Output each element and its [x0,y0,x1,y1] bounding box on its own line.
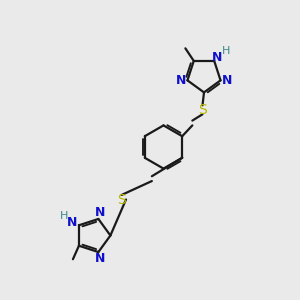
Text: S: S [117,193,126,206]
Text: N: N [95,252,105,265]
Text: H: H [221,46,230,56]
Text: N: N [95,206,105,219]
Text: N: N [67,216,77,229]
Text: H: H [60,211,68,221]
Text: N: N [176,74,186,87]
Text: N: N [222,74,232,87]
Text: S: S [198,103,207,117]
Text: N: N [212,51,222,64]
